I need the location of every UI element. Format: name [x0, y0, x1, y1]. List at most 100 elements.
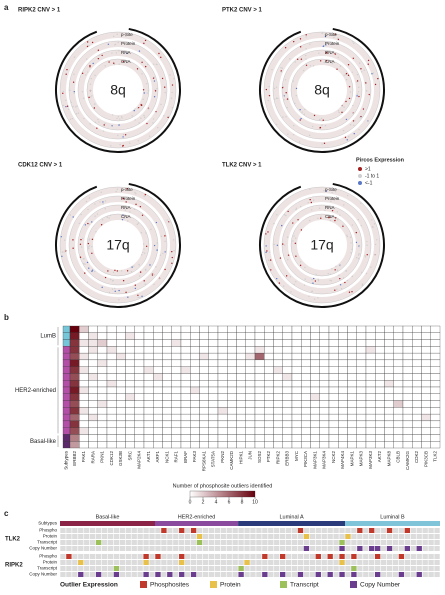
heat-cell	[301, 339, 311, 347]
track-dot	[122, 214, 124, 216]
track-dot	[133, 265, 135, 267]
sample-cell	[250, 540, 256, 545]
column-label: PIK3CB	[423, 451, 428, 467]
heat-cell	[106, 346, 117, 354]
heat-cell	[236, 352, 246, 361]
sample-cell	[345, 572, 351, 577]
track-dot	[325, 205, 327, 208]
heat-cell	[301, 366, 311, 374]
sample-cell	[309, 572, 316, 577]
track-dot	[158, 52, 160, 55]
track-dot	[345, 78, 348, 81]
heat-cell	[97, 441, 108, 449]
heat-cell	[134, 386, 145, 394]
heat-cell	[301, 332, 311, 340]
heat-cell	[199, 427, 209, 435]
sample-cell	[244, 528, 250, 533]
heat-cell	[384, 339, 394, 347]
sample-cell	[84, 560, 90, 565]
heat-cell	[273, 413, 283, 422]
heat-cell	[338, 359, 348, 367]
track-dot	[285, 275, 288, 277]
track-dot	[116, 33, 118, 36]
heat-cell	[384, 407, 394, 415]
sample-cell	[131, 540, 137, 545]
track-dot	[356, 93, 359, 95]
heat-cell	[430, 400, 441, 408]
sample-cell	[173, 534, 179, 539]
track-dot	[66, 105, 69, 107]
track-dot	[351, 248, 353, 250]
legend-swatch	[358, 174, 362, 178]
sample-cell	[321, 554, 327, 559]
heat-cell	[393, 386, 404, 394]
heat-cell	[106, 339, 117, 347]
track-dot	[141, 61, 143, 64]
heat-cell	[69, 325, 80, 333]
track-dot	[107, 43, 110, 46]
subtype-bar	[345, 521, 440, 526]
track-dot	[140, 254, 143, 256]
sample-cell	[137, 554, 143, 559]
sample-cell	[333, 540, 339, 545]
heat-cell	[143, 393, 154, 401]
track-dot	[268, 251, 271, 253]
heat-cell	[412, 352, 422, 361]
sample-cell	[202, 560, 209, 565]
heat-cell	[421, 441, 431, 449]
track-dot	[73, 56, 76, 58]
track-dot	[295, 281, 297, 283]
heat-cell	[264, 393, 274, 401]
heat-cell	[319, 346, 330, 354]
track-dot	[146, 122, 148, 125]
heat-cell	[310, 332, 320, 340]
track-dot	[273, 87, 276, 90]
track-dot	[127, 220, 129, 222]
sample-cell	[190, 546, 197, 551]
heat-cell	[227, 441, 237, 449]
sample-cell	[274, 554, 280, 559]
sample-cell	[190, 554, 197, 559]
subtype-cell	[62, 359, 71, 367]
sample-cell	[262, 560, 268, 565]
track-dot	[345, 118, 348, 121]
track-dot	[101, 54, 103, 57]
sample-cell	[333, 572, 339, 577]
subtype-bar	[155, 521, 239, 526]
sample-cell	[410, 572, 416, 577]
sample-cell	[416, 560, 422, 565]
heat-cell	[412, 386, 422, 394]
sample-cell	[95, 534, 102, 539]
heat-cell	[143, 434, 154, 442]
heat-cell	[153, 339, 163, 347]
sample-cell	[113, 546, 120, 551]
heat-cell	[393, 393, 404, 401]
sample-cell	[202, 566, 209, 571]
track-dot	[114, 269, 116, 272]
heat-cell	[217, 434, 228, 442]
track-dot	[352, 104, 354, 107]
sample-cell	[357, 554, 363, 559]
sample-cell	[60, 540, 66, 545]
track-dot	[289, 276, 292, 278]
track-dot	[84, 224, 87, 226]
track-dot	[158, 278, 161, 280]
heat-cell	[208, 339, 219, 347]
heat-cell	[97, 373, 108, 381]
heat-cell	[79, 346, 89, 354]
heat-cell	[328, 393, 339, 401]
sample-cell	[357, 560, 363, 565]
sample-cell	[363, 534, 369, 539]
track-dot	[86, 261, 89, 264]
heat-cell	[208, 413, 219, 422]
sample-cell	[345, 528, 351, 533]
heat-cell	[384, 359, 394, 367]
heat-cell	[375, 441, 385, 449]
track-label: CNA	[325, 59, 335, 64]
track-dot	[61, 251, 64, 253]
heat-cell	[393, 441, 404, 449]
sample-cell	[315, 540, 321, 545]
sample-cell	[72, 528, 78, 533]
heat-cell	[412, 346, 422, 354]
sample-cell	[66, 566, 72, 571]
